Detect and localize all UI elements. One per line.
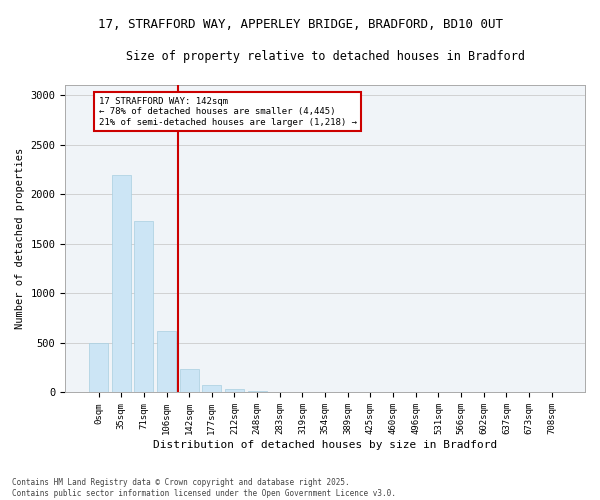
Bar: [202, 384, 221, 392]
Text: 17, STRAFFORD WAY, APPERLEY BRIDGE, BRADFORD, BD10 0UT: 17, STRAFFORD WAY, APPERLEY BRIDGE, BRAD…: [97, 18, 503, 30]
Bar: [112, 176, 131, 392]
Text: 17 STRAFFORD WAY: 142sqm
← 78% of detached houses are smaller (4,445)
21% of sem: 17 STRAFFORD WAY: 142sqm ← 78% of detach…: [99, 97, 357, 126]
Bar: [157, 331, 176, 392]
Bar: [134, 221, 154, 392]
Bar: [89, 343, 108, 392]
Y-axis label: Number of detached properties: Number of detached properties: [15, 148, 25, 330]
Text: Contains HM Land Registry data © Crown copyright and database right 2025.
Contai: Contains HM Land Registry data © Crown c…: [12, 478, 396, 498]
X-axis label: Distribution of detached houses by size in Bradford: Distribution of detached houses by size …: [153, 440, 497, 450]
Bar: [248, 391, 267, 392]
Bar: [179, 368, 199, 392]
Bar: [225, 390, 244, 392]
Title: Size of property relative to detached houses in Bradford: Size of property relative to detached ho…: [125, 50, 524, 63]
